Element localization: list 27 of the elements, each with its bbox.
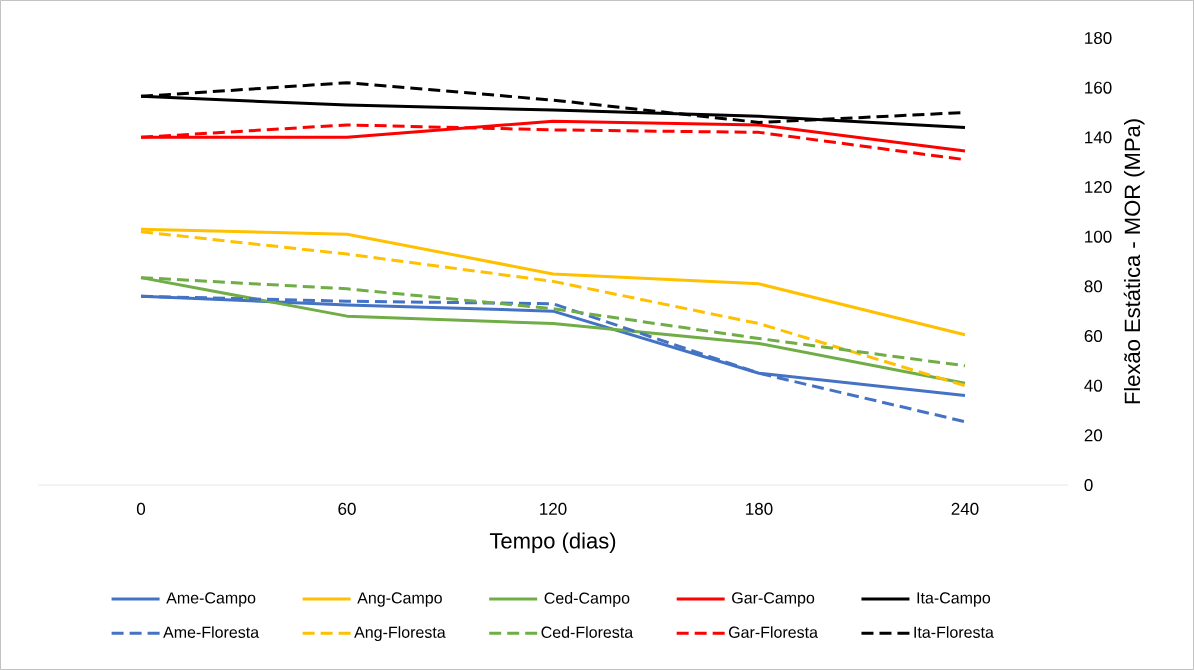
y-tick-label: 60 xyxy=(1084,329,1103,343)
legend-label: Ita-Campo xyxy=(917,592,991,607)
legend-label: Gar-Floresta xyxy=(728,626,818,638)
legend-label: Ced-Floresta xyxy=(541,626,634,638)
x-tick-label: 120 xyxy=(540,502,567,515)
legend-label: Gar-Campo xyxy=(732,592,815,607)
legend-label: Ame-Floresta xyxy=(163,626,260,638)
y-tick-label: 100 xyxy=(1085,230,1112,243)
x-tick-label: 240 xyxy=(951,502,979,515)
y-tick-label: 180 xyxy=(1085,31,1112,45)
legend-label: Ita-Floresta xyxy=(914,626,994,638)
y-tick-label: 0 xyxy=(1084,478,1093,492)
y-tick-label: 40 xyxy=(1084,379,1103,392)
legend-label: Ame-Campo xyxy=(166,592,256,607)
x-tick-label: 180 xyxy=(746,502,773,515)
legend-label: Ang-Campo xyxy=(357,592,442,607)
y-tick-label: 120 xyxy=(1085,180,1112,194)
y-tick-label: 20 xyxy=(1084,429,1103,442)
legend-label: Ced-Campo xyxy=(544,592,630,607)
legend-label: Ang-Floresta xyxy=(354,626,446,642)
x-tick-label: 0 xyxy=(136,502,146,515)
x-tick-label: 60 xyxy=(338,502,356,515)
y-axis-title: Flexão Estática - MOR (MPa) xyxy=(1123,119,1145,404)
y-tick-label: 80 xyxy=(1084,280,1103,293)
x-axis-title: Tempo (dias) xyxy=(489,532,616,553)
y-tick-label: 160 xyxy=(1085,81,1112,94)
y-tick-label: 140 xyxy=(1085,131,1112,144)
